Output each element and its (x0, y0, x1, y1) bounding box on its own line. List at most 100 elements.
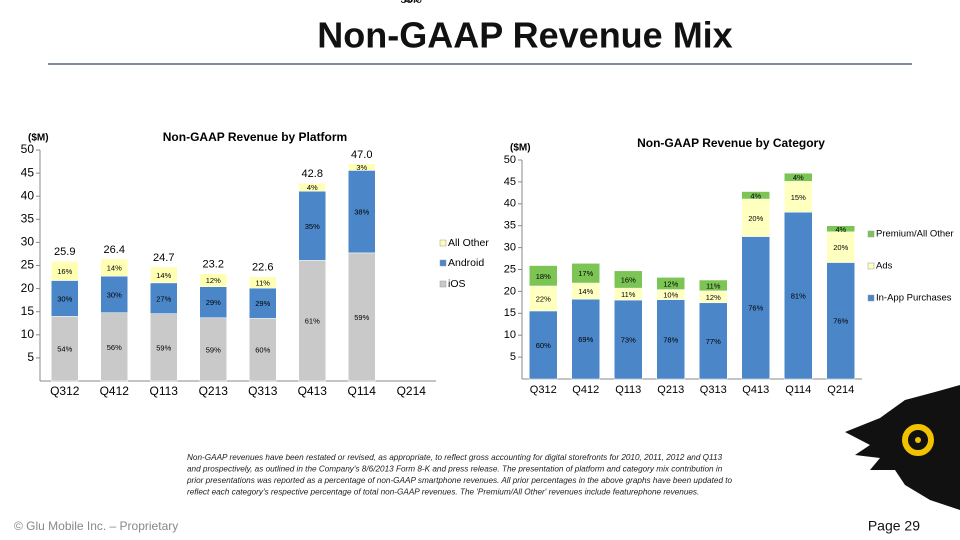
y-axis-label: ($M) (28, 133, 49, 144)
chart-title: Non-GAAP Revenue by Platform (163, 130, 347, 144)
value-label: 12% (706, 293, 721, 302)
bar-segment (529, 265, 558, 287)
y-tick-label: 50 (21, 142, 35, 156)
value-label: 4% (793, 173, 804, 182)
value-label: 16% (57, 267, 72, 276)
footnote-line: Non-GAAP revenues have been restated or … (187, 453, 723, 462)
bar-segment (348, 163, 376, 171)
bar-segment (529, 310, 558, 380)
page-number: Page 29 (868, 518, 920, 534)
value-label: 76% (833, 317, 848, 326)
bar-segment (249, 318, 277, 382)
bar-segment (656, 277, 685, 290)
legend-swatch (439, 280, 447, 288)
y-tick-label: 30 (504, 242, 516, 254)
bar-segment (298, 183, 326, 192)
legend-label: Premium/All Other (876, 229, 954, 240)
x-tick-label: Q214 (827, 384, 854, 396)
bar-segment (348, 170, 376, 254)
total-label: 23.2 (203, 259, 224, 271)
x-tick-label: Q313 (248, 384, 278, 398)
value-label: 4% (307, 183, 318, 192)
bar-segment (100, 275, 128, 313)
bar-segment (150, 266, 178, 284)
value-label: 6% (406, 0, 417, 4)
bar-segment (298, 190, 326, 261)
value-label: 20% (748, 214, 763, 223)
value-label: 78% (663, 335, 678, 344)
value-label: 60% (536, 341, 551, 350)
bar-segment (199, 317, 227, 382)
value-label: 35% (305, 222, 320, 231)
value-label: 76% (748, 304, 763, 313)
value-label: 12% (206, 276, 221, 285)
value-label: 59% (354, 313, 369, 322)
value-label: 56% (404, 0, 419, 4)
bar-segment (571, 263, 600, 284)
value-label: 16% (621, 275, 636, 284)
value-label: 38% (404, 0, 419, 4)
value-label: 11% (256, 278, 271, 287)
footnote: Non-GAAP revenues have been restated or … (186, 453, 733, 497)
y-tick-label: 20 (21, 281, 35, 295)
bar-segment (51, 261, 79, 281)
x-tick-label: Q412 (572, 384, 599, 396)
legend-label: All Other (448, 237, 489, 249)
y-tick-label: 45 (504, 176, 516, 188)
y-tick-label: 45 (21, 165, 35, 179)
y-tick-label: 10 (504, 329, 516, 341)
bar-segment (741, 198, 770, 237)
y-tick-label: 20 (504, 285, 516, 297)
y-tick-label: 50 (504, 154, 516, 166)
legend-swatch (867, 262, 875, 270)
logo (845, 385, 960, 510)
y-tick-label: 40 (504, 198, 516, 210)
legend-label: Android (448, 257, 484, 269)
value-label: 14% (107, 264, 122, 273)
x-tick-label: Q412 (100, 384, 130, 398)
bar-segment (826, 225, 855, 233)
bar-segment (249, 276, 277, 289)
total-label: 25.9 (54, 246, 75, 258)
x-tick-label: Q114 (785, 384, 811, 396)
total-label: 24.7 (153, 252, 174, 264)
value-label: 17% (578, 269, 593, 278)
value-label: 29% (255, 299, 270, 308)
y-tick-label: 15 (21, 304, 35, 318)
bar-segment (784, 212, 813, 380)
bar-segment (614, 270, 643, 289)
value-label: 10% (663, 291, 678, 300)
bar-segment (741, 236, 770, 380)
value-label: 59% (156, 343, 171, 352)
x-tick-label: Q113 (615, 384, 641, 396)
value-label: 30% (107, 290, 122, 299)
value-label: 29% (206, 298, 221, 307)
y-axis-label: ($M) (510, 143, 531, 154)
value-label: 61% (305, 317, 320, 326)
bar-segment (826, 231, 855, 263)
footer: © Glu Mobile Inc. – Proprietary (14, 519, 178, 533)
total-label: 35.0 (401, 0, 422, 6)
bar-segment (199, 273, 227, 287)
y-tick-label: 25 (21, 258, 35, 272)
value-label: 77% (706, 337, 721, 346)
value-label: 3% (356, 163, 367, 172)
value-label: 4% (750, 191, 761, 200)
legend-label: iOS (448, 278, 466, 290)
bar-segment (656, 299, 685, 380)
value-label: 20% (833, 243, 848, 252)
x-tick-label: Q413 (298, 384, 328, 398)
value-label: 56% (107, 343, 122, 352)
y-tick-label: 35 (504, 220, 516, 232)
y-tick-label: 5 (510, 351, 516, 363)
chart-title: Non-GAAP Revenue by Category (637, 136, 825, 150)
value-label: 11% (706, 281, 721, 290)
y-tick-label: 15 (504, 307, 516, 319)
x-tick-label: Q313 (700, 384, 727, 396)
value-label: 59% (206, 345, 221, 354)
value-label: 4% (835, 225, 846, 234)
legend-label: In-App Purchases (876, 293, 952, 304)
bar-segment (529, 285, 558, 312)
value-label: 27% (156, 294, 171, 303)
